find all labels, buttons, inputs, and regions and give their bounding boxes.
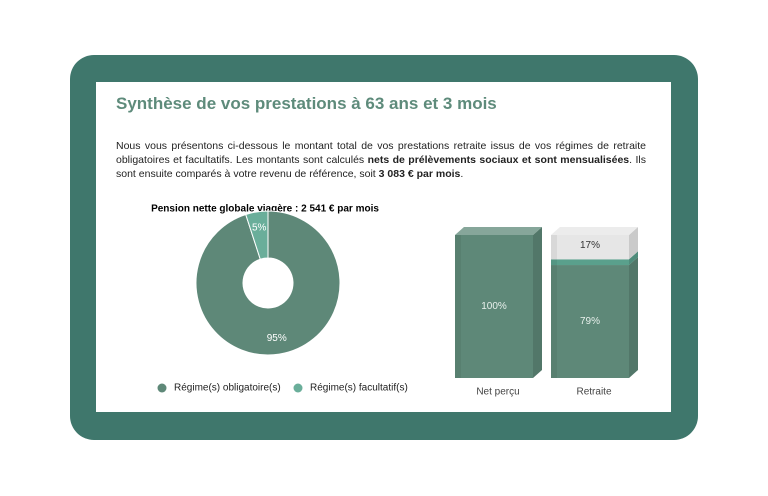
bar-side-shade [629, 257, 638, 378]
x-tick-label: Retraite [576, 387, 611, 398]
chart-title: Pension nette globale viagère : 2 541 € … [151, 204, 379, 215]
bar-segment [551, 259, 629, 266]
slice-label: 95% [267, 333, 287, 344]
bar-segment [455, 235, 533, 378]
intro: Nous vous présentons ci-dessous le monta… [116, 139, 646, 181]
intro-text: . Ils sont ensuite comparés à votre reve… [116, 154, 646, 180]
bar-segment [551, 265, 629, 378]
bar-left-shade [455, 235, 461, 378]
bar-side [629, 227, 638, 260]
bar-side [629, 257, 638, 378]
bar-label: 17% [580, 240, 600, 251]
bar-segment [551, 235, 629, 260]
legend-dot [157, 383, 167, 393]
bar-left-shade [551, 265, 557, 378]
bar-top [455, 227, 542, 235]
bar-side-shade [629, 251, 638, 266]
bar-left-shade [551, 235, 557, 260]
page-title: Synthèse de vos prestations à 63 ans et … [116, 94, 497, 113]
intro-text: nets de prélèvements sociaux et sont men… [367, 154, 630, 166]
legend-label: Régime(s) obligatoire(s) [174, 383, 281, 394]
legend-dot [293, 383, 303, 393]
bar-label: 100% [481, 301, 507, 312]
bar-side-shade [533, 227, 542, 378]
bar-side [629, 251, 638, 266]
legend-label: Régime(s) facultatif(s) [310, 383, 408, 394]
intro-text: 3 083 € par mois [378, 168, 461, 180]
bar-top-shade [455, 227, 542, 235]
pie-slice [195, 210, 341, 356]
bar-side [533, 227, 542, 378]
x-tick-label: Net perçu [476, 387, 519, 398]
intro-text: . [460, 168, 464, 180]
bar-top [551, 227, 638, 235]
bar-left-shade [551, 259, 557, 266]
pie-slice [245, 210, 269, 260]
bar-label: 79% [580, 316, 600, 327]
bar-side-shade [629, 227, 638, 260]
slice-label: 5% [252, 222, 267, 233]
bar-top-shade [551, 227, 638, 235]
intro-text: Nous vous présentons ci-dessous le monta… [116, 140, 646, 166]
